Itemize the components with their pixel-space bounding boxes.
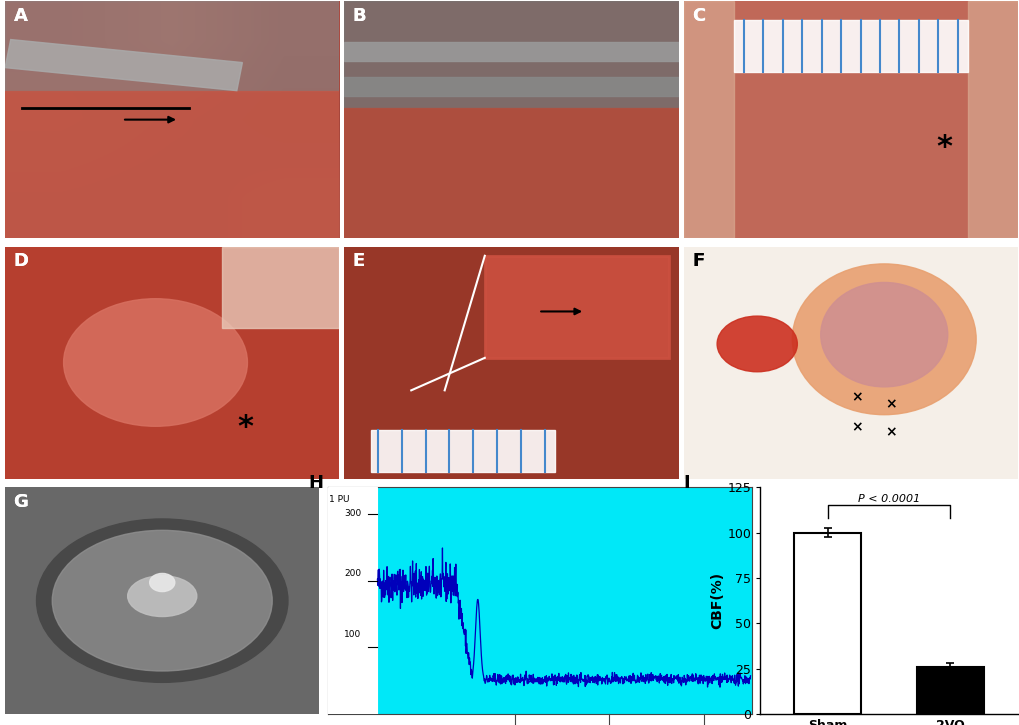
- Text: A: A: [13, 7, 28, 25]
- Bar: [344, 77, 678, 96]
- Text: 100: 100: [343, 629, 361, 639]
- Ellipse shape: [792, 264, 975, 415]
- Bar: [967, 1, 1017, 238]
- Bar: [683, 67, 1017, 238]
- Bar: [733, 20, 967, 72]
- Ellipse shape: [127, 576, 197, 616]
- Bar: [5, 1, 339, 91]
- Text: ×: ×: [851, 390, 862, 405]
- Text: 300: 300: [343, 510, 361, 518]
- Bar: [793, 533, 861, 714]
- Text: F: F: [691, 252, 703, 270]
- Bar: [5, 91, 339, 238]
- Text: F: F: [691, 252, 703, 270]
- Bar: [344, 41, 678, 61]
- Text: E: E: [353, 252, 365, 270]
- Ellipse shape: [820, 283, 947, 387]
- Y-axis label: CBF(%): CBF(%): [710, 572, 723, 629]
- Bar: [327, 487, 377, 714]
- Text: D: D: [13, 252, 29, 270]
- Bar: [344, 1, 678, 108]
- Text: I: I: [683, 473, 689, 492]
- Ellipse shape: [63, 299, 248, 426]
- Text: ×: ×: [884, 425, 896, 439]
- Text: C: C: [691, 7, 704, 25]
- Text: G: G: [13, 493, 28, 511]
- Bar: [371, 430, 554, 471]
- Circle shape: [150, 573, 174, 592]
- Text: H: H: [308, 473, 323, 492]
- Ellipse shape: [37, 519, 287, 682]
- Text: ×: ×: [884, 397, 896, 411]
- Text: P < 0.0001: P < 0.0001: [857, 494, 919, 505]
- Text: C: C: [691, 7, 704, 25]
- Text: 200: 200: [343, 569, 361, 579]
- Text: ×: ×: [851, 420, 862, 434]
- Text: A: A: [13, 7, 28, 25]
- Bar: [916, 667, 983, 714]
- Text: D: D: [13, 252, 29, 270]
- Text: E: E: [353, 252, 365, 270]
- Text: G: G: [13, 493, 28, 511]
- Text: 1 PU: 1 PU: [329, 495, 350, 504]
- Circle shape: [716, 316, 797, 372]
- Text: *: *: [935, 133, 952, 162]
- Text: B: B: [353, 7, 366, 25]
- Ellipse shape: [52, 530, 272, 671]
- Text: B: B: [353, 7, 366, 25]
- Bar: [222, 247, 339, 328]
- Text: *: *: [237, 413, 254, 442]
- Bar: [683, 1, 733, 238]
- Bar: [344, 108, 678, 238]
- Bar: [484, 256, 668, 358]
- Bar: [5, 40, 243, 91]
